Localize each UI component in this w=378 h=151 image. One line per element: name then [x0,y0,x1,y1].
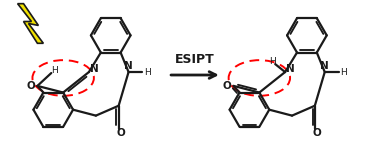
Polygon shape [18,4,43,43]
Text: O: O [116,129,125,138]
Text: H: H [51,66,57,75]
Text: N: N [124,61,133,71]
Text: N: N [321,61,329,71]
Text: O: O [26,81,35,91]
Text: ESIPT: ESIPT [175,53,215,66]
Text: O: O [222,81,231,91]
Text: N: N [90,64,98,74]
Text: N: N [286,64,294,74]
Text: H: H [340,67,347,77]
Text: O: O [313,129,321,138]
Text: H: H [269,57,276,66]
Text: H: H [144,67,151,77]
